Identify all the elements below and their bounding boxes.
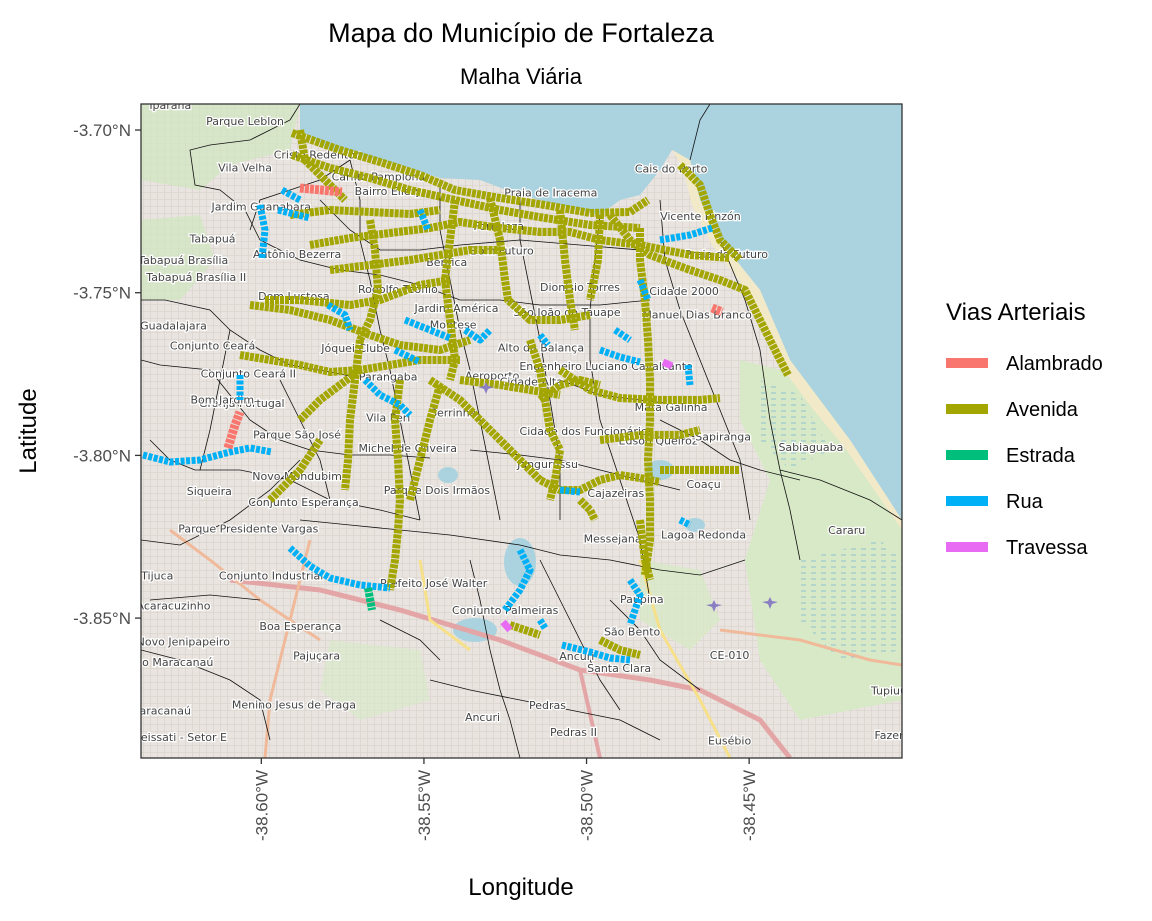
map-place-label: Cajazeiras [587,487,644,500]
y-axis: -3.70°N -3.75°N -3.80°N -3.85°N [73,121,141,628]
x-tick-label: -38.60°W [252,770,271,841]
roads-estrada [364,587,376,611]
airport-icon [478,382,778,612]
map-place-label: Novo Maracanaú [121,656,214,669]
map-place-label: Messejana [584,532,642,545]
legend-label: Alambrado [1006,353,1103,375]
roads-travessa [500,358,674,633]
map-place-label: Paupina [620,593,664,606]
arterial-roads [142,129,792,664]
legend-label: Rua [1006,491,1044,513]
map-place-label: Maracanaú [130,704,191,717]
map-place-label: Cidade 2000 [649,285,719,298]
map-place-label: Cais do Porto [635,162,708,175]
map-place-label: Cararu [828,524,865,537]
map-place-label: Novo Jenipapeiro [137,635,231,648]
legend-label: Avenida [1006,399,1079,421]
y-tick-label: -3.70°N [73,121,131,140]
map-place-label: Santa Clara [587,662,651,675]
map-place-label: Vila Peri [366,412,410,425]
map-place-label: Parque Presidente Vargas [178,523,318,536]
legend-label: Travessa [1006,537,1088,559]
chart-subtitle: Malha Viária [460,64,583,89]
map-place-label: Pajuçara [293,650,340,663]
legend-key [946,542,988,552]
map-place-label: Alto da Balança [498,342,584,355]
map-place-label: Tabapuá [188,232,235,245]
y-tick-label: -3.75°N [73,284,131,303]
chart-title: Mapa do Município de Fortaleza [328,18,715,48]
map-place-label: Conjunto Esperança [248,496,358,509]
map-place-label: Jardim América [414,302,499,315]
map-place-label: Fazer [874,729,904,742]
map-place-label: Jangurussu [516,458,578,471]
legend-key [946,496,988,506]
map-place-label: Antônio Bezerra [253,248,341,261]
map-place-label: Tabapuá Brasília [137,254,228,267]
map-place-label: Tupiuú [870,685,907,698]
panel-border [140,103,903,759]
map-place-label: Praia de Iracema [504,186,597,199]
map-place-label: Conjunto Industrial [219,570,324,583]
map-place-label: Parque São José [253,429,341,442]
roads-rua [142,186,714,664]
x-tick-label: -38.55°W [415,770,434,841]
map-place-label: Prefeito José Walter [380,577,488,590]
x-tick-label: -38.50°W [578,770,597,841]
legend-key [946,450,988,460]
map-place-label: Dionísio Torres [540,281,620,294]
map-place-label: Granja Portugal [199,397,285,410]
legend-title: Vias Arteriais [946,299,1086,326]
legend: Vias Arteriais Alambrado Avenida Estrada Ru… [946,299,1103,559]
map-place-label: Jereissati - Setor E [126,731,227,744]
y-tick-label: -3.85°N [73,609,131,628]
legend-key [946,358,988,368]
map-place-label: CE-010 [710,649,750,662]
map-place-label: Boa Esperança [259,620,341,633]
map-place-label: Vila Velha [218,162,272,175]
map-place-label: Conjunto Ceará II [201,367,296,380]
map-place-label: Sabiaguaba [778,441,843,454]
map-place-label: Guadalajara [140,320,207,333]
map-place-label: Menino Jesus de Praga [232,699,356,712]
x-tick-label: -38.45°W [740,770,759,841]
x-axis-title: Longitude [468,874,573,901]
y-axis-title: Latitude [15,388,42,473]
map-place-label: Pedras II [550,726,597,739]
roads-alambrado [223,183,724,450]
map-place-label: Iparana [149,99,191,112]
map-place-label: Pedras [529,699,566,712]
neighborhood-boundaries [141,104,902,758]
y-tick-label: -3.80°N [73,446,131,465]
x-axis: -38.60°W -38.55°W -38.50°W -38.45°W [252,758,759,841]
map-place-label: Bom Jardim [191,393,255,406]
map-place-label: Sapiranga [695,430,751,443]
map-place-label: Manuel Dias Branco [642,309,752,322]
map-place-label: Lagoa Redonda [661,529,746,542]
map-place-label: Acaracuzinho [137,599,211,612]
map-place-label: Coaçu [687,478,721,491]
map-place-label: Michel de Oliveira [358,442,457,455]
map-place-label: Vicente Pinzón [660,210,741,223]
map-place-label: Parque Leblon [206,115,284,128]
map-place-label: Conjunto Ceará [170,340,255,353]
map-place-label: Tijuca [140,570,173,583]
map-place-label: Tabapuá Brasília II [145,271,246,284]
map-place-label: São Bento [604,625,661,638]
map-place-label: Eusébio [708,734,751,747]
map-place-label: Siqueira [187,485,232,498]
map-place-label: Ancuri [465,711,500,724]
map-place-label: Conjunto Palmeiras [452,604,559,617]
legend-key [946,404,988,414]
legend-label: Estrada [1006,445,1076,467]
